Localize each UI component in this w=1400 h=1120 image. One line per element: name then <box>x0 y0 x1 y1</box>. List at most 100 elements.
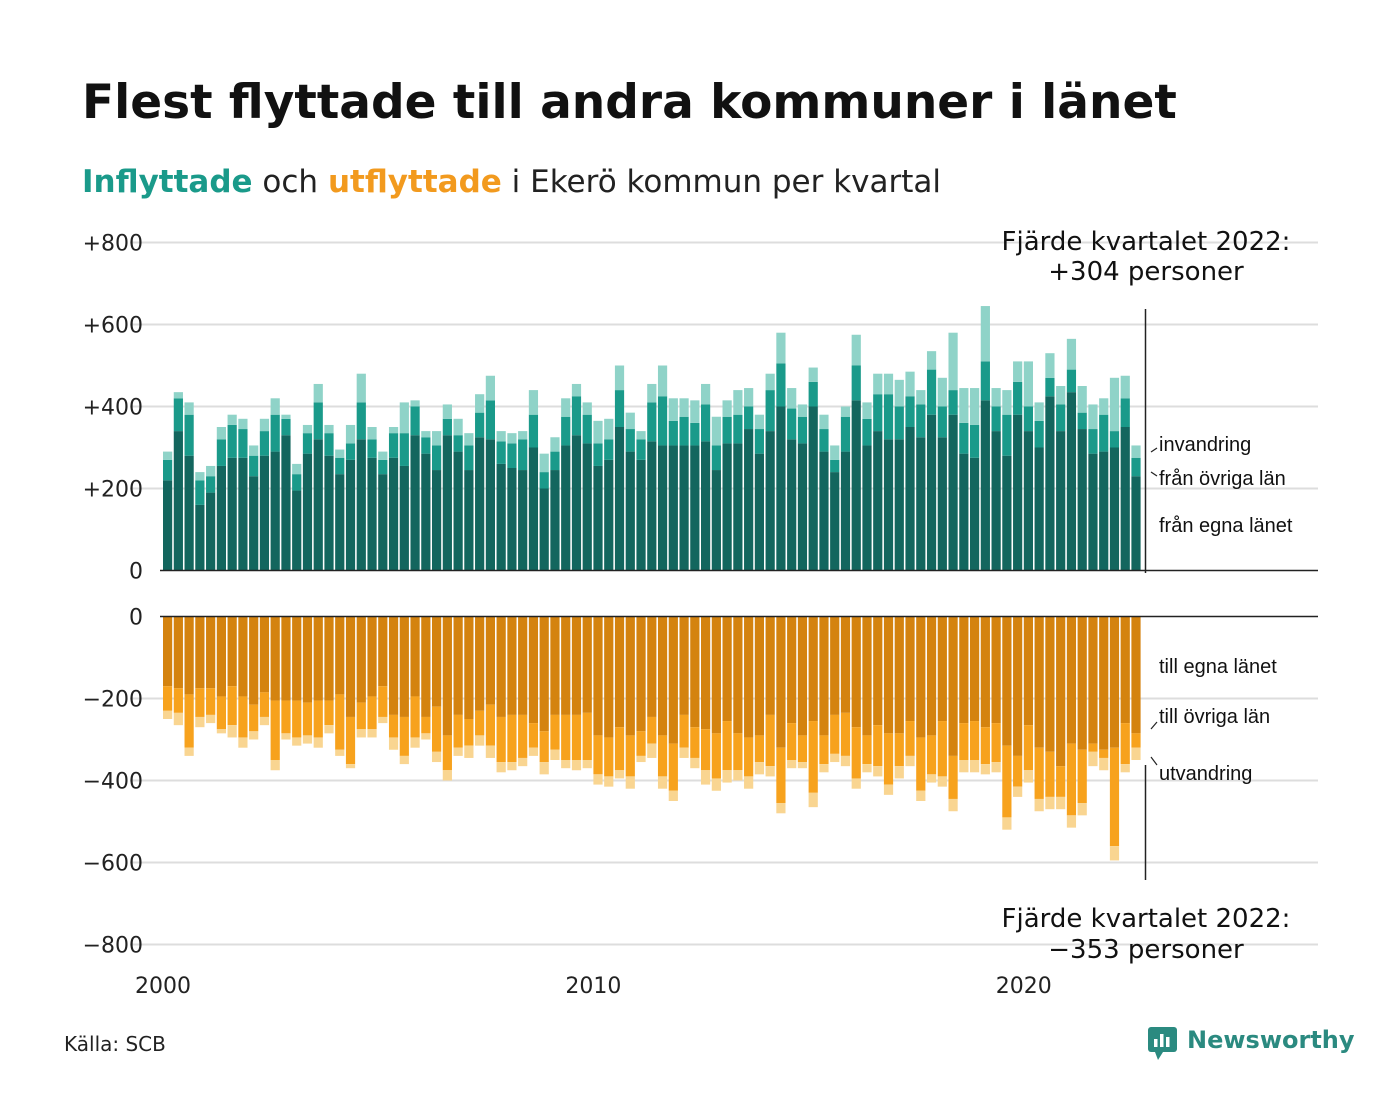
bar-in-own <box>1088 453 1098 571</box>
y-tick-label-bottom: −800 <box>83 934 143 959</box>
bar-in-immigration <box>593 420 603 444</box>
bar-in-immigration <box>206 465 216 477</box>
bar-out-own <box>464 616 474 719</box>
bar-out-emigration <box>701 770 711 785</box>
y-tick-label-top: +400 <box>83 396 143 421</box>
bar-in-own <box>948 414 958 571</box>
bar-out-emigration <box>980 764 990 775</box>
bar-out-own <box>862 616 872 736</box>
bar-out-other <box>206 688 216 715</box>
bar-out-own <box>184 616 194 695</box>
y-tick-label-bottom: −400 <box>83 770 143 795</box>
bar-out-own <box>711 616 721 734</box>
bar-in-other <box>980 361 990 401</box>
bar-out-emigration <box>335 749 345 756</box>
bar-in-other <box>453 435 463 452</box>
bar-in-immigration <box>528 390 539 415</box>
bar-out-emigration <box>754 762 764 775</box>
bar-out-other <box>636 731 646 756</box>
bar-in-immigration <box>464 433 474 446</box>
label-utvandring: utvandring <box>1159 763 1252 785</box>
bar-out-own <box>1034 616 1044 748</box>
bar-in-own <box>173 431 183 571</box>
bar-out-own <box>335 616 345 695</box>
bar-in-own <box>571 435 582 571</box>
bar-in-own <box>1056 431 1066 571</box>
bar-in-immigration <box>959 388 969 423</box>
bar-out-emigration <box>1066 815 1077 828</box>
bar-in-other <box>668 420 678 446</box>
bar-out-other <box>356 702 366 730</box>
bar-in-other <box>593 443 603 466</box>
subtitle-rest: i Ekerö kommun per kvartal <box>502 164 941 200</box>
bar-in-immigration <box>539 453 549 473</box>
source-label: Källa: SCB <box>64 1032 166 1056</box>
bar-in-own <box>1045 396 1055 571</box>
bar-in-immigration <box>1023 361 1033 407</box>
y-axis: +800 +600 +400 +200 0 0 −200 −400 −600 −800 <box>83 232 143 959</box>
bar-out-other <box>1120 723 1130 765</box>
bar-out-other <box>701 729 711 771</box>
bar-out-own <box>1056 616 1066 767</box>
bar-out-emigration <box>163 710 173 719</box>
bar-out-own <box>238 616 248 697</box>
bar-in-own <box>421 453 431 571</box>
bar-in-own <box>873 431 883 571</box>
bar-in-own <box>539 488 549 571</box>
bar-in-immigration <box>313 383 323 403</box>
bar-out-emigration <box>625 776 635 789</box>
bar-in-immigration <box>475 394 485 413</box>
bar-out-own <box>378 616 388 687</box>
bar-in-other <box>1034 420 1044 448</box>
bar-in-own <box>464 470 474 571</box>
bar-out-emigration <box>916 790 926 801</box>
bar-out-other <box>399 716 409 756</box>
bar-in-immigration <box>840 406 851 417</box>
bar-out-emigration <box>1131 747 1141 760</box>
bar-in-own <box>970 457 980 571</box>
bar-in-immigration <box>571 383 582 397</box>
bar-in-immigration <box>776 332 786 364</box>
bar-out-own <box>1002 616 1012 746</box>
bar-in-immigration <box>851 334 861 366</box>
newsworthy-logo-icon <box>1148 1027 1177 1060</box>
bar-out-emigration <box>937 776 947 787</box>
bar-in-other <box>410 406 420 436</box>
bar-in-other <box>281 418 291 436</box>
bar-out-other <box>410 696 420 738</box>
bar-in-immigration <box>1099 398 1109 415</box>
bar-in-own <box>668 445 678 571</box>
bar-out-own <box>959 616 969 724</box>
bar-out-own <box>1120 616 1130 724</box>
bar-in-other <box>701 404 711 442</box>
bar-in-other <box>851 365 861 401</box>
bar-out-other <box>797 735 808 763</box>
bar-in-immigration <box>1109 377 1120 432</box>
bar-in-own <box>582 443 592 571</box>
bar-in-own <box>614 427 625 571</box>
bar-out-other <box>787 723 797 760</box>
bar-out-other <box>744 737 754 777</box>
bar-in-immigration <box>980 306 990 362</box>
bar-in-immigration <box>432 431 442 446</box>
bar-out-own <box>808 616 818 722</box>
bar-in-other <box>711 445 721 471</box>
bar-out-other <box>485 704 495 746</box>
bar-out-own <box>1088 616 1098 744</box>
bar-out-other <box>571 714 582 760</box>
bar-out-own <box>679 616 689 715</box>
bar-out-emigration <box>399 755 409 765</box>
bar-in-own <box>711 470 721 571</box>
bar-in-own <box>1131 476 1141 571</box>
bar-in-other <box>249 455 259 477</box>
bar-in-immigration <box>388 427 399 434</box>
label-leader-invandring <box>1150 447 1158 453</box>
bar-in-own <box>625 451 635 571</box>
bar-out-other <box>1023 725 1033 771</box>
bar-out-other <box>195 688 205 717</box>
bar-out-emigration <box>507 762 517 771</box>
bar-out-emigration <box>453 747 463 756</box>
annotation-bottom-line2: −353 personer <box>1048 935 1244 965</box>
bar-out-emigration <box>421 733 431 740</box>
